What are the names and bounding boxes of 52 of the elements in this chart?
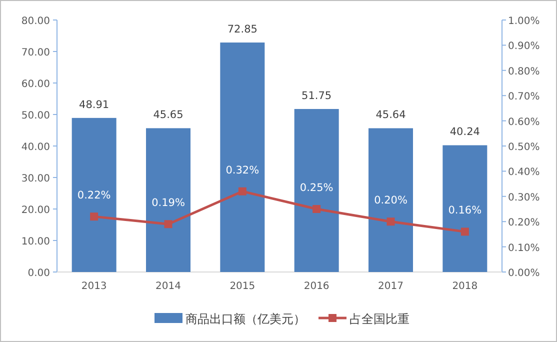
data-label: 0.32% [226,164,260,176]
y2-tick-label: 0.60% [508,116,540,128]
y-tick-label: 20.00 [21,205,50,216]
bar [294,108,339,272]
y2-tick-label: 0.00% [508,268,540,279]
y2-tick-label: 0.50% [508,142,540,153]
data-label: 72.85 [227,24,258,36]
point [386,218,395,226]
x-tick-label: 2015 [230,281,256,292]
y-tick-label: 10.00 [21,236,50,248]
data-label: 0.22% [77,190,111,202]
x-tick-label: 2018 [452,281,478,292]
legend-label: 占全国比重 [350,312,410,326]
x-tick-label: 2016 [304,281,330,292]
x-tick-label: 2014 [156,281,181,292]
point [164,220,172,228]
data-label: 51.75 [302,90,332,102]
data-label: 0.25% [300,182,334,194]
x-tick-label: 2017 [378,281,404,292]
point [312,205,321,213]
y2-tick-label: 0.40% [508,167,540,178]
y2-tick-label: 1.00% [508,16,540,27]
point [460,228,469,236]
y-tick-label: 80.00 [21,16,50,27]
y-tick-label: 50.00 [21,110,50,122]
data-label: 0.19% [152,197,185,210]
data-label: 45.64 [376,109,406,122]
x-tick-label: 2013 [81,281,107,292]
bar [220,42,265,272]
data-label: 45.65 [153,109,184,122]
data-label: 0.16% [448,204,482,217]
y2-tick-label: 0.80% [508,66,540,78]
y2-tick-label: 0.90% [508,41,540,52]
data-label: 48.91 [79,98,110,111]
bar [72,118,116,272]
point [238,187,246,196]
y-tick-label: 70.00 [21,48,50,58]
y2-tick-label: 0.20% [508,218,540,229]
y2-tick-label: 0.30% [508,192,540,204]
y-tick-label: 40.00 [21,142,50,153]
legend-label: 商品出口额（亿美元） [186,312,306,326]
data-label: 40.24 [450,126,480,138]
y-tick-label: 60.00 [21,79,50,90]
y2-tick-label: 0.70% [508,92,540,103]
y-tick-label: 0.00 [28,268,50,279]
point [90,212,98,221]
y2-tick-label: 0.10% [508,242,540,254]
y-tick-label: 30.00 [21,174,50,184]
data-label: 0.20% [374,194,408,207]
bar [368,128,413,272]
bar [146,128,190,272]
bar [442,145,488,272]
